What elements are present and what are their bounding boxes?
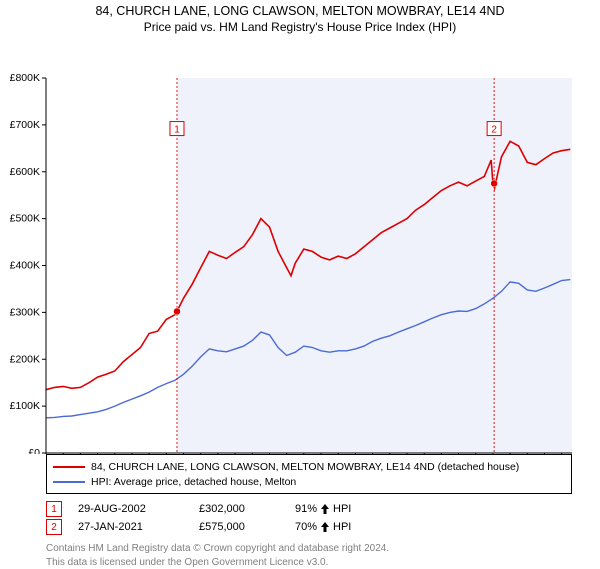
sale-date: 27-JAN-2021 (78, 521, 183, 533)
svg-text:£0: £0 (28, 447, 40, 454)
legend-item: 84, CHURCH LANE, LONG CLAWSON, MELTON MO… (53, 459, 565, 474)
legend-label: 84, CHURCH LANE, LONG CLAWSON, MELTON MO… (91, 461, 519, 473)
legend-item: HPI: Average price, detached house, Melt… (53, 474, 565, 489)
title-subtitle: Price paid vs. HM Land Registry's House … (0, 20, 600, 34)
svg-text:£600K: £600K (10, 166, 40, 178)
sale-marker-badge: 1 (46, 501, 62, 517)
sale-price: £575,000 (199, 521, 279, 533)
legend-swatch-property (53, 466, 85, 468)
sale-marker-badge: 2 (46, 519, 62, 535)
footer-line: Contains HM Land Registry data © Crown c… (46, 542, 572, 556)
svg-text:£300K: £300K (10, 306, 40, 318)
legend-label: HPI: Average price, detached house, Melt… (91, 476, 296, 488)
arrow-up-icon (321, 504, 329, 514)
title-address: 84, CHURCH LANE, LONG CLAWSON, MELTON MO… (0, 4, 600, 18)
sale-hpi-label: HPI (333, 521, 351, 533)
sale-hpi-label: HPI (333, 503, 351, 515)
svg-text:2: 2 (491, 125, 497, 136)
svg-text:£100K: £100K (10, 400, 40, 412)
sale-hpi-pct: 70% (295, 521, 317, 533)
sale-hpi-pct: 91% (295, 503, 317, 515)
sales-table: 1 29-AUG-2002 £302,000 91% HPI 2 27-JAN-… (46, 500, 572, 536)
sale-price: £302,000 (199, 503, 279, 515)
svg-text:£800K: £800K (10, 72, 40, 84)
svg-text:£500K: £500K (10, 213, 40, 225)
arrow-up-icon (321, 522, 329, 532)
price-chart: £0 £100K £200K £300K £400K £500K £600K £700K £80… (0, 34, 600, 454)
table-row: 1 29-AUG-2002 £302,000 91% HPI (46, 500, 572, 518)
svg-text:1: 1 (174, 125, 180, 136)
svg-text:£700K: £700K (10, 119, 40, 131)
legend-swatch-hpi (53, 481, 85, 483)
table-row: 2 27-JAN-2021 £575,000 70% HPI (46, 518, 572, 536)
footer-line: This data is licensed under the Open Gov… (46, 556, 572, 569)
chart-legend: 84, CHURCH LANE, LONG CLAWSON, MELTON MO… (46, 454, 572, 494)
svg-text:£200K: £200K (10, 353, 40, 365)
sale-date: 29-AUG-2002 (78, 503, 183, 515)
footer-attribution: Contains HM Land Registry data © Crown c… (46, 542, 572, 569)
svg-text:£400K: £400K (10, 260, 40, 272)
sale-hpi-delta: 91% HPI (295, 503, 385, 515)
sale-hpi-delta: 70% HPI (295, 521, 385, 533)
